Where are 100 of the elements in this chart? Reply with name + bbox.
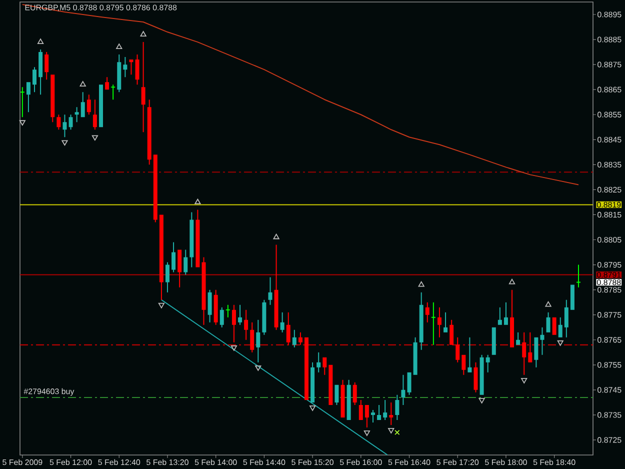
candlestick (232, 304, 236, 342)
candlestick (250, 322, 254, 352)
candlestick (358, 400, 363, 420)
point (557, 340, 564, 346)
point (388, 428, 394, 434)
candlestick (570, 284, 574, 310)
candlestick (552, 317, 556, 335)
candlestick (135, 54, 140, 85)
candlestick (129, 60, 134, 75)
candlestick (352, 382, 357, 405)
candlestick (576, 264, 580, 288)
candlestick (117, 54, 122, 92)
candlestick (310, 362, 315, 402)
candlestick (244, 310, 248, 340)
candlestick (165, 262, 170, 292)
candlestick (286, 312, 290, 345)
candlestick (44, 52, 49, 80)
candlestick (26, 82, 30, 112)
candlestick (444, 312, 448, 332)
candlestick (558, 317, 562, 338)
point (19, 120, 26, 126)
point (255, 365, 262, 371)
candlestick (50, 74, 55, 122)
point (310, 405, 316, 411)
candlestick (480, 354, 484, 395)
candlestick (178, 250, 182, 288)
candlestick (450, 320, 454, 345)
candlestick (377, 404, 382, 420)
candlestick (468, 337, 472, 372)
candlestick (274, 244, 278, 330)
candlestick (220, 307, 224, 328)
candlestick (123, 57, 128, 78)
candlestick (383, 400, 388, 420)
candlestick (516, 332, 520, 345)
candlestick (172, 242, 176, 272)
candlestick (226, 304, 230, 318)
candlestick (86, 94, 91, 115)
candlestick (389, 402, 394, 425)
point (80, 81, 86, 87)
point (508, 278, 516, 284)
candlestick (528, 332, 532, 362)
candlestick (304, 337, 309, 400)
point (394, 430, 400, 436)
candlestick (540, 327, 544, 355)
candlestick (141, 42, 146, 132)
point (92, 135, 98, 141)
candlestick (208, 290, 212, 322)
candlestick (346, 380, 351, 420)
candlestick (92, 100, 97, 130)
candlestick (534, 337, 538, 368)
candlestick (268, 277, 272, 305)
candlestick (546, 312, 550, 332)
candlestick (74, 107, 79, 122)
candlestick (407, 372, 412, 395)
candlestick (214, 290, 218, 325)
candlestick (370, 410, 375, 422)
candlestick (20, 87, 24, 118)
candlestick (564, 300, 568, 338)
candlestick (437, 307, 442, 338)
point (230, 345, 238, 351)
candlestick (262, 300, 266, 335)
candlestick (38, 50, 43, 95)
candlestick (292, 330, 296, 348)
candlestick (395, 394, 400, 420)
point (545, 301, 552, 307)
candlestick (298, 332, 302, 345)
candlestick (184, 250, 188, 275)
candlestick (105, 77, 110, 90)
candlestick (456, 337, 460, 362)
point (158, 302, 164, 308)
candlestick (419, 292, 424, 350)
candlestick (334, 384, 339, 405)
candlestick (190, 212, 194, 268)
candlestick (80, 92, 85, 118)
candlestick (68, 114, 73, 130)
candlestick (510, 290, 514, 348)
candlestick (328, 364, 333, 405)
candlestick (98, 84, 103, 128)
candlestick (498, 307, 502, 325)
candlestick (413, 337, 418, 375)
candlestick (280, 312, 284, 332)
point (62, 140, 68, 146)
candlestick (153, 154, 158, 222)
candlestick (504, 302, 508, 325)
candlestick (32, 67, 37, 92)
point (521, 378, 528, 384)
candlestick (111, 84, 116, 100)
point (418, 281, 424, 287)
candlestick (425, 302, 430, 322)
candlestick (474, 362, 478, 392)
candlestick (56, 114, 61, 130)
candlestick (202, 257, 206, 325)
candlestick (462, 354, 466, 375)
candlestick (486, 354, 490, 372)
candlestick (238, 304, 242, 325)
point (273, 234, 280, 240)
candlestick (316, 352, 321, 372)
point (116, 44, 122, 49)
candlestick (256, 320, 260, 362)
candlestick (364, 404, 369, 428)
